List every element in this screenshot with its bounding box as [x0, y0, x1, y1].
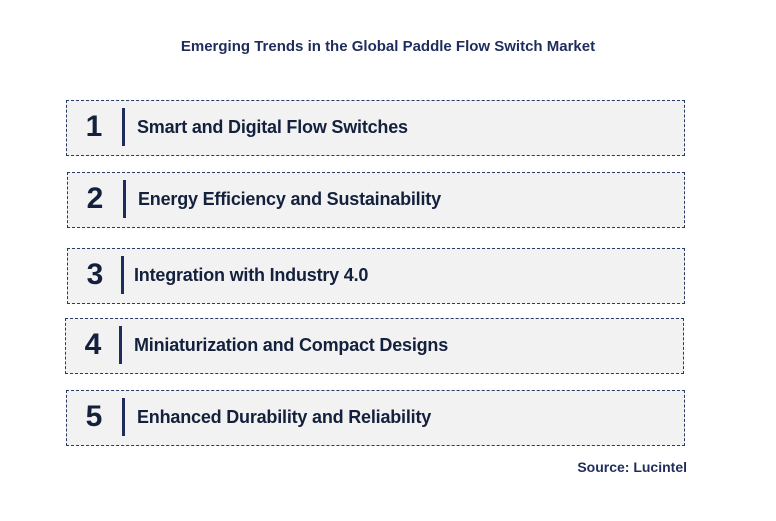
- page-title: Emerging Trends in the Global Paddle Flo…: [180, 38, 596, 55]
- trend-number: 2: [86, 182, 104, 215]
- trend-label: Smart and Digital Flow Switches: [137, 117, 408, 137]
- trend-number: 1: [85, 110, 103, 143]
- trend-number: 5: [85, 400, 103, 433]
- trend-divider: [122, 398, 125, 436]
- trend-label: Miniaturization and Compact Designs: [134, 335, 449, 355]
- trend-divider: [119, 326, 122, 364]
- trend-label: Energy Efficiency and Sustainability: [138, 189, 441, 209]
- trend-number: 4: [84, 328, 102, 361]
- trend-item-1: 1 Smart and Digital Flow Switches: [66, 100, 685, 156]
- trend-divider: [121, 256, 124, 294]
- trend-divider: [122, 108, 125, 146]
- trend-item-2: 2 Energy Efficiency and Sustainability: [67, 172, 685, 228]
- source-credit: Source: Lucintel: [577, 459, 687, 475]
- trend-item-3: 3 Integration with Industry 4.0: [67, 248, 685, 304]
- trend-number: 3: [86, 258, 104, 291]
- trend-label: Enhanced Durability and Reliability: [137, 407, 432, 427]
- trend-item-4: 4 Miniaturization and Compact Designs: [65, 318, 684, 374]
- trend-divider: [123, 180, 126, 218]
- trend-item-5: 5 Enhanced Durability and Reliability: [66, 390, 685, 446]
- trend-label: Integration with Industry 4.0: [134, 265, 369, 285]
